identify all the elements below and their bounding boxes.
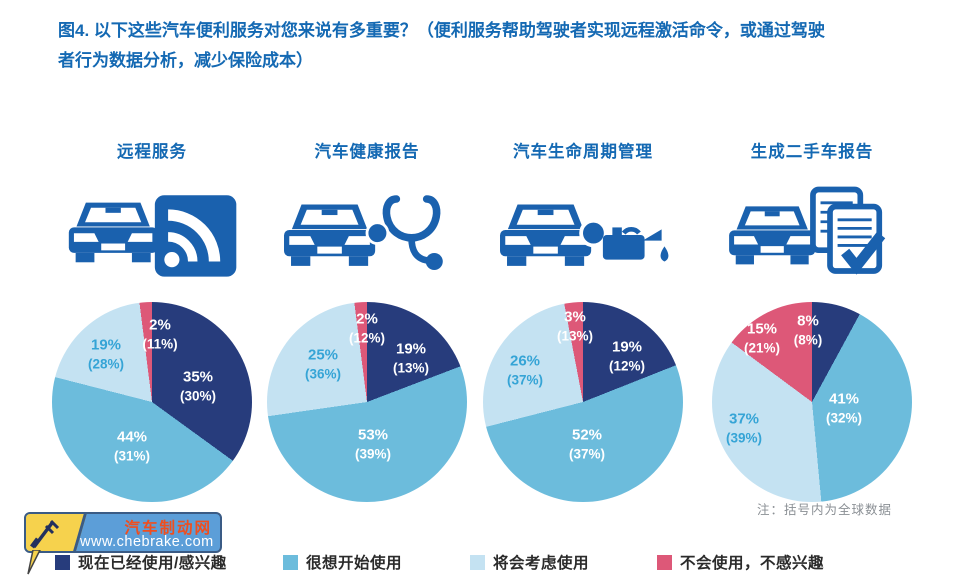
site-watermark: 汽车制动网 www.chebrake.com [24,512,222,575]
legend-item-not-interested: 不会使用，不感兴趣 [657,551,824,573]
watermark-site-name: 汽车制动网 [124,520,212,537]
watermark-ribbon-tail [27,550,41,575]
slice-label: 19% (12%) [608,338,646,373]
column-used-car-report: 生成二手车报告 8% (8%) [707,138,917,502]
figure-title: 图4. 以下这些汽车便利服务对您来说有多重要？（便利服务帮助驾驶者实现远程激活命… [58,16,944,76]
car-health-stethoscope-icon [262,182,472,288]
slice-label: 41% (32%) [825,390,863,425]
slice-label: 15% (21%) [743,320,781,355]
slice-label: 25% (36%) [304,346,342,381]
legend-item-eager-to-use: 很想开始使用 [283,551,402,573]
legend-label: 现在已经使用/感兴趣 [78,555,227,572]
watermark-site-url: www.chebrake.com [80,534,214,550]
figure-title-line1: 图4. 以下这些汽车便利服务对您来说有多重要？（便利服务帮助驾驶者实现远程激活命… [58,21,825,40]
slice-label: 53% (39%) [354,426,392,461]
legend-label: 不会使用，不感兴趣 [680,555,825,572]
slice-label: 37% (39%) [725,410,763,445]
car-remote-signal-icon [47,182,257,288]
car-lifecycle-oil-icon [478,182,688,288]
slice-label: 19% (28%) [87,336,125,371]
pie-title-remote-services: 远程服务 [117,143,187,161]
pie-chart-used-car-report: 8% (8%) 41% (32%) 37% (39%) 15% (21%) [712,302,912,502]
legend-swatch-navy [55,554,70,570]
slice-label: 2% (11%) [142,316,178,351]
slice-label: 52% (37%) [568,426,606,461]
pie-chart-car-health-report: 19% (13%) 53% (39%) 25% (36%) 2% (12%) [267,302,467,502]
pie-remote-services [52,302,252,502]
pie-chart-car-lifecycle: 19% (12%) 52% (37%) 26% (37%) 3% (13%) [483,302,683,502]
pie-chart-remote-services: 35% (30%) 44% (31%) 19% (28%) 2% (11%) [52,302,252,502]
pie-car-lifecycle [483,302,683,502]
column-car-lifecycle-management: 汽车生命周期管理 19% (12%) 52% (37%) 26% (37%) [478,138,688,502]
slice-label: 44% (31%) [113,428,151,463]
column-remote-services: 远程服务 35% (30%) 44% (31%) 19% (28%) 2% (11% [47,138,257,502]
slice-label: 8% (8%) [793,312,823,347]
legend-swatch-lightblue [470,554,485,570]
global-data-note: 注：括号内为全球数据 [757,503,893,517]
pie-used-car-report [712,302,912,502]
car-report-documents-icon [707,182,917,288]
watermark-badge: 汽车制动网 www.chebrake.com [24,512,222,553]
legend-swatch-blue [283,554,298,570]
legend-item-will-consider: 将会考虑使用 [470,551,589,573]
pie-title-car-lifecycle: 汽车生命周期管理 [513,143,653,161]
slice-label: 3% (13%) [556,308,594,343]
slice-label: 26% (37%) [506,352,544,387]
figure-title-line2: 者行为数据分析，减少保险成本） [58,51,313,70]
legend-item-current-use: 现在已经使用/感兴趣 [55,551,227,573]
slice-label: 19% (13%) [392,340,430,375]
column-car-health-report: 汽车健康报告 19% (13%) 53% (39%) 25% (36%) 2% (1 [262,138,472,502]
slice-label: 2% (12%) [348,310,386,345]
slice-label: 35% (30%) [179,368,217,403]
pie-title-used-car-report: 生成二手车报告 [750,143,874,161]
legend-label: 将会考虑使用 [493,555,590,572]
pie-car-health-report [267,302,467,502]
brake-tool-icon [30,517,64,551]
legend-swatch-pink [657,554,672,570]
pie-title-car-health-report: 汽车健康报告 [314,143,420,161]
legend-label: 很想开始使用 [306,555,403,572]
